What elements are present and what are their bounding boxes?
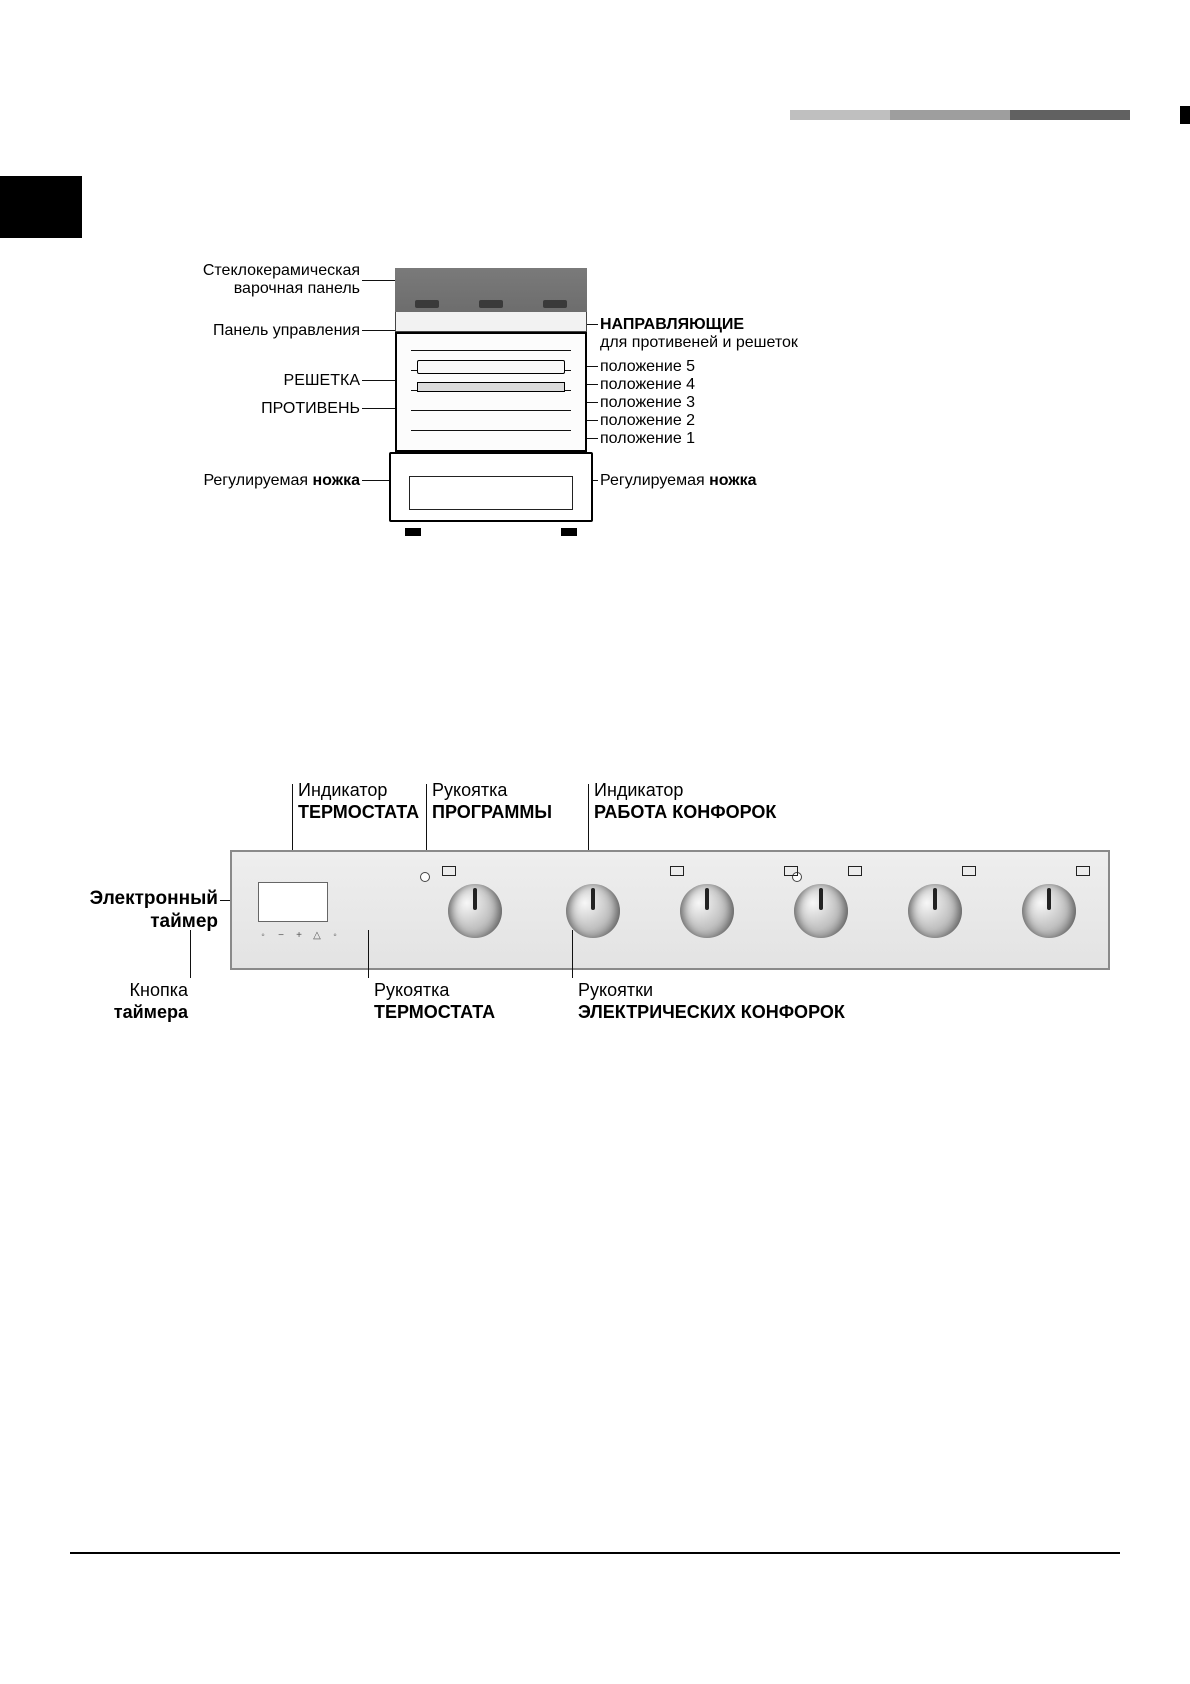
label-position: положение 5 bbox=[600, 358, 695, 376]
oven-door bbox=[389, 452, 593, 522]
lead bbox=[572, 930, 573, 978]
control-knob[interactable] bbox=[1022, 884, 1076, 938]
lead bbox=[362, 280, 395, 281]
wire-rack bbox=[417, 360, 565, 374]
label-guides: НАПРАВЛЯЮЩИЕ для противеней и решеток bbox=[600, 316, 798, 353]
lead bbox=[190, 930, 191, 978]
text: ножка bbox=[313, 472, 360, 489]
rail bbox=[411, 350, 571, 351]
control-knob[interactable] bbox=[908, 884, 962, 938]
text: Стеклокерамическая bbox=[203, 262, 360, 279]
burner-icon bbox=[543, 300, 567, 308]
lead bbox=[368, 930, 369, 978]
oven-cavity bbox=[395, 332, 587, 452]
panel-bottom-label: Кнопкатаймера bbox=[0, 980, 188, 1023]
burner-mode-icon bbox=[442, 866, 456, 876]
footer-rule bbox=[70, 1552, 1120, 1554]
label-control-panel: Панель управления bbox=[0, 322, 360, 340]
label-hob: Стеклокерамическая варочная панель bbox=[0, 262, 360, 299]
burner-mode-icon bbox=[670, 866, 684, 876]
timer-buttons-row: ◦−+△◦ bbox=[258, 930, 340, 941]
label-right-foot: Регулируемая ножка bbox=[600, 472, 757, 490]
indicator-led-icon bbox=[420, 872, 430, 882]
control-knob[interactable] bbox=[448, 884, 502, 938]
door-glass bbox=[409, 476, 573, 510]
control-knob[interactable] bbox=[794, 884, 848, 938]
label-position: положение 2 bbox=[600, 412, 695, 430]
lead bbox=[362, 330, 395, 331]
page-top-rule bbox=[0, 110, 1190, 120]
label-rack: РЕШЕТКА bbox=[0, 372, 360, 390]
adjustable-foot bbox=[561, 528, 577, 536]
label-position: положение 4 bbox=[600, 376, 695, 394]
label-position: положение 1 bbox=[600, 430, 695, 448]
label-left-foot: Регулируемая ножка bbox=[0, 472, 360, 490]
rail bbox=[411, 410, 571, 411]
burner-mode-icon bbox=[848, 866, 862, 876]
text: ПРОТИВЕНЬ bbox=[261, 400, 360, 417]
top-seg bbox=[1180, 106, 1190, 124]
panel-top-label: ИндикаторРАБОТА КОНФОРОК bbox=[594, 780, 776, 823]
text: НАПРАВЛЯЮЩИЕ bbox=[600, 316, 744, 333]
control-knob[interactable] bbox=[680, 884, 734, 938]
timer-button[interactable]: △ bbox=[312, 930, 322, 941]
panel-top-label: ИндикаторТЕРМОСТАТА bbox=[298, 780, 419, 823]
adjustable-foot bbox=[405, 528, 421, 536]
text: Панель управления bbox=[213, 322, 360, 339]
burner-icon bbox=[479, 300, 503, 308]
timer-display bbox=[258, 882, 328, 922]
burner-mode-icon bbox=[962, 866, 976, 876]
hob bbox=[395, 268, 587, 312]
timer-button[interactable]: − bbox=[276, 930, 286, 941]
text: РЕШЕТКА bbox=[284, 372, 360, 389]
control-panel-diagram: ИндикаторТЕРМОСТАТА РукояткаПРОГРАММЫ Инди… bbox=[0, 780, 1190, 1060]
oven-diagram: Стеклокерамическая варочная панель Панел… bbox=[0, 250, 1190, 570]
top-seg bbox=[890, 110, 1010, 120]
text: таймер bbox=[150, 911, 218, 932]
timer-button[interactable]: + bbox=[294, 930, 304, 941]
panel-bottom-label: РукояткиЭЛЕКТРИЧЕСКИХ КОНФОРОК bbox=[578, 980, 845, 1023]
timer-button[interactable]: ◦ bbox=[258, 930, 268, 941]
burner-mode-icon bbox=[1076, 866, 1090, 876]
top-seg bbox=[1010, 110, 1130, 120]
oven-illustration bbox=[395, 268, 587, 528]
panel-top-label: РукояткаПРОГРАММЫ bbox=[432, 780, 552, 823]
text: Регулируемая bbox=[203, 472, 312, 489]
text: Электронный bbox=[90, 888, 218, 909]
margin-black-tab bbox=[0, 176, 82, 238]
burner-mode-icon bbox=[784, 866, 798, 876]
label-tray: ПРОТИВЕНЬ bbox=[0, 400, 360, 418]
control-knob[interactable] bbox=[566, 884, 620, 938]
baking-tray bbox=[417, 382, 565, 392]
rails bbox=[411, 344, 571, 440]
text: варочная панель bbox=[234, 280, 360, 297]
text: для противеней и решеток bbox=[600, 334, 798, 351]
timer-button[interactable]: ◦ bbox=[330, 930, 340, 941]
control-panel-strip bbox=[395, 312, 587, 332]
label-position: положение 3 bbox=[600, 394, 695, 412]
panel-top-labels: ИндикаторТЕРМОСТАТА РукояткаПРОГРАММЫ Инди… bbox=[0, 780, 1190, 840]
text: ножка bbox=[709, 472, 756, 489]
control-panel: ◦−+△◦ bbox=[230, 850, 1110, 970]
burner-icon bbox=[415, 300, 439, 308]
rail bbox=[411, 430, 571, 431]
top-seg bbox=[790, 110, 890, 120]
panel-bottom-label: РукояткаТЕРМОСТАТА bbox=[374, 980, 495, 1023]
label-electronic-timer: Электронный таймер bbox=[0, 888, 218, 934]
text: Регулируемая bbox=[600, 472, 709, 489]
